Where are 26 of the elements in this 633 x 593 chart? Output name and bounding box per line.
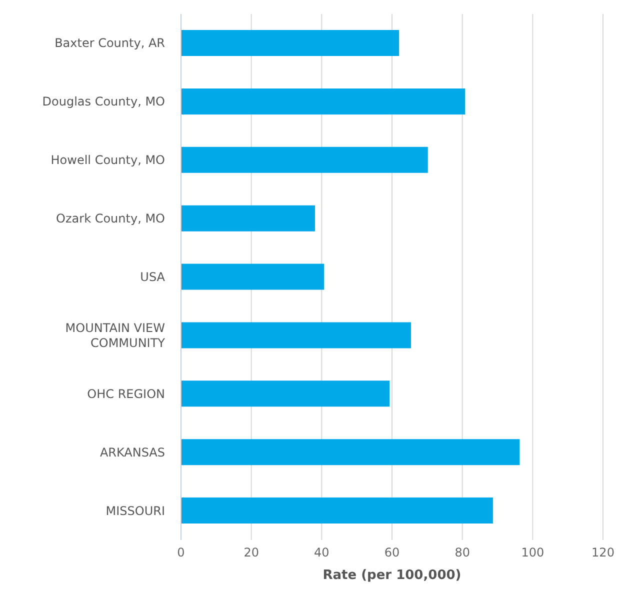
bar [181,30,400,56]
x-tick-label: 40 [314,546,330,560]
y-tick-label: Douglas County, MO [42,94,165,109]
bar [181,322,411,348]
y-tick-label: USA [140,270,166,284]
x-tick-label: 80 [454,546,470,560]
y-tick-label: Howell County, MO [50,153,165,168]
bar [181,205,315,232]
y-tick-label: MISSOURI [106,504,165,518]
x-axis-title: Rate (per 100,000) [322,568,462,583]
y-tick-label: ARKANSAS [100,445,165,460]
bar [181,439,520,466]
x-tick-label: 20 [244,546,259,560]
bar [181,498,493,524]
bar [181,264,324,290]
x-tick-label: 60 [384,546,400,560]
x-tick-label: 0 [177,546,185,560]
x-tick-label: 120 [592,546,614,560]
bar [181,88,466,114]
x-tick-label: 100 [521,546,544,560]
bar [181,146,428,173]
bar [181,380,390,407]
y-tick-label: Baxter County, AR [54,36,165,50]
y-tick-label: OHC REGION [87,386,165,401]
y-tick-label: Ozark County, MO [56,212,165,226]
y-tick-label: MOUNTAIN VIEW COMMUNITY [65,320,166,350]
